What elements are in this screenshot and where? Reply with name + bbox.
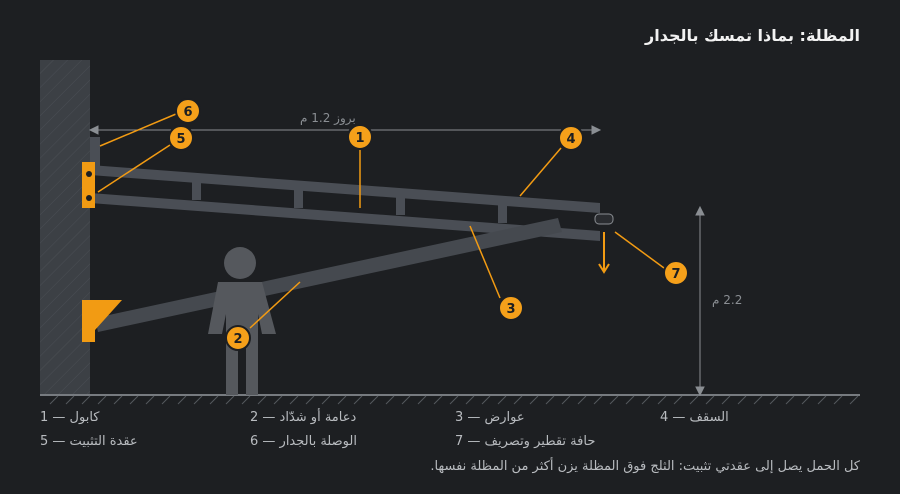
cantilever bbox=[90, 193, 600, 241]
marker bbox=[347, 124, 373, 150]
leaders bbox=[97, 113, 665, 329]
legend-item: 5 — عقدة التثبيت bbox=[40, 434, 138, 449]
wall-link bbox=[90, 137, 100, 167]
purlins bbox=[192, 180, 507, 223]
legend-item: 6 — الوصلة بالجدار bbox=[250, 434, 357, 449]
roof bbox=[90, 165, 600, 213]
drip-edge bbox=[594, 213, 614, 225]
marker-label: 3 bbox=[506, 302, 515, 317]
marker bbox=[498, 295, 524, 321]
legend-item: 3 — عوارض bbox=[455, 410, 525, 425]
marker-label: 7 bbox=[671, 267, 680, 282]
height-label: 2.2 م bbox=[712, 293, 743, 307]
bracket bbox=[82, 162, 95, 208]
legend-item: 4 — السقف bbox=[660, 410, 729, 425]
strut-anchor bbox=[82, 300, 122, 342]
marker-label: 1 bbox=[355, 131, 364, 146]
person bbox=[208, 247, 276, 395]
legend-item: 2 — دعامة أو شدّاد bbox=[250, 410, 357, 425]
marker bbox=[168, 125, 194, 151]
title: المظلة: بماذا تمسك بالجدار bbox=[645, 26, 860, 45]
strut bbox=[95, 218, 562, 332]
marker bbox=[175, 98, 201, 124]
marker-label: 4 bbox=[566, 132, 575, 147]
legend-item: 1 — كابول bbox=[40, 410, 100, 425]
legend-item: 7 — حافة تقطير وتصريف bbox=[455, 434, 596, 449]
marker-label: 5 bbox=[176, 132, 185, 147]
marker bbox=[663, 260, 689, 286]
marker-label: 2 bbox=[233, 332, 242, 347]
marker bbox=[225, 325, 251, 351]
wall-hatch bbox=[40, 60, 90, 395]
projection-label: بروز 1.2 م bbox=[300, 111, 356, 125]
marker bbox=[558, 125, 584, 151]
note: كل الحمل يصل إلى عقدتي تثبيت: الثلج فوق … bbox=[430, 459, 860, 474]
ground-hatch bbox=[49, 395, 859, 405]
marker-label: 6 bbox=[183, 105, 192, 120]
